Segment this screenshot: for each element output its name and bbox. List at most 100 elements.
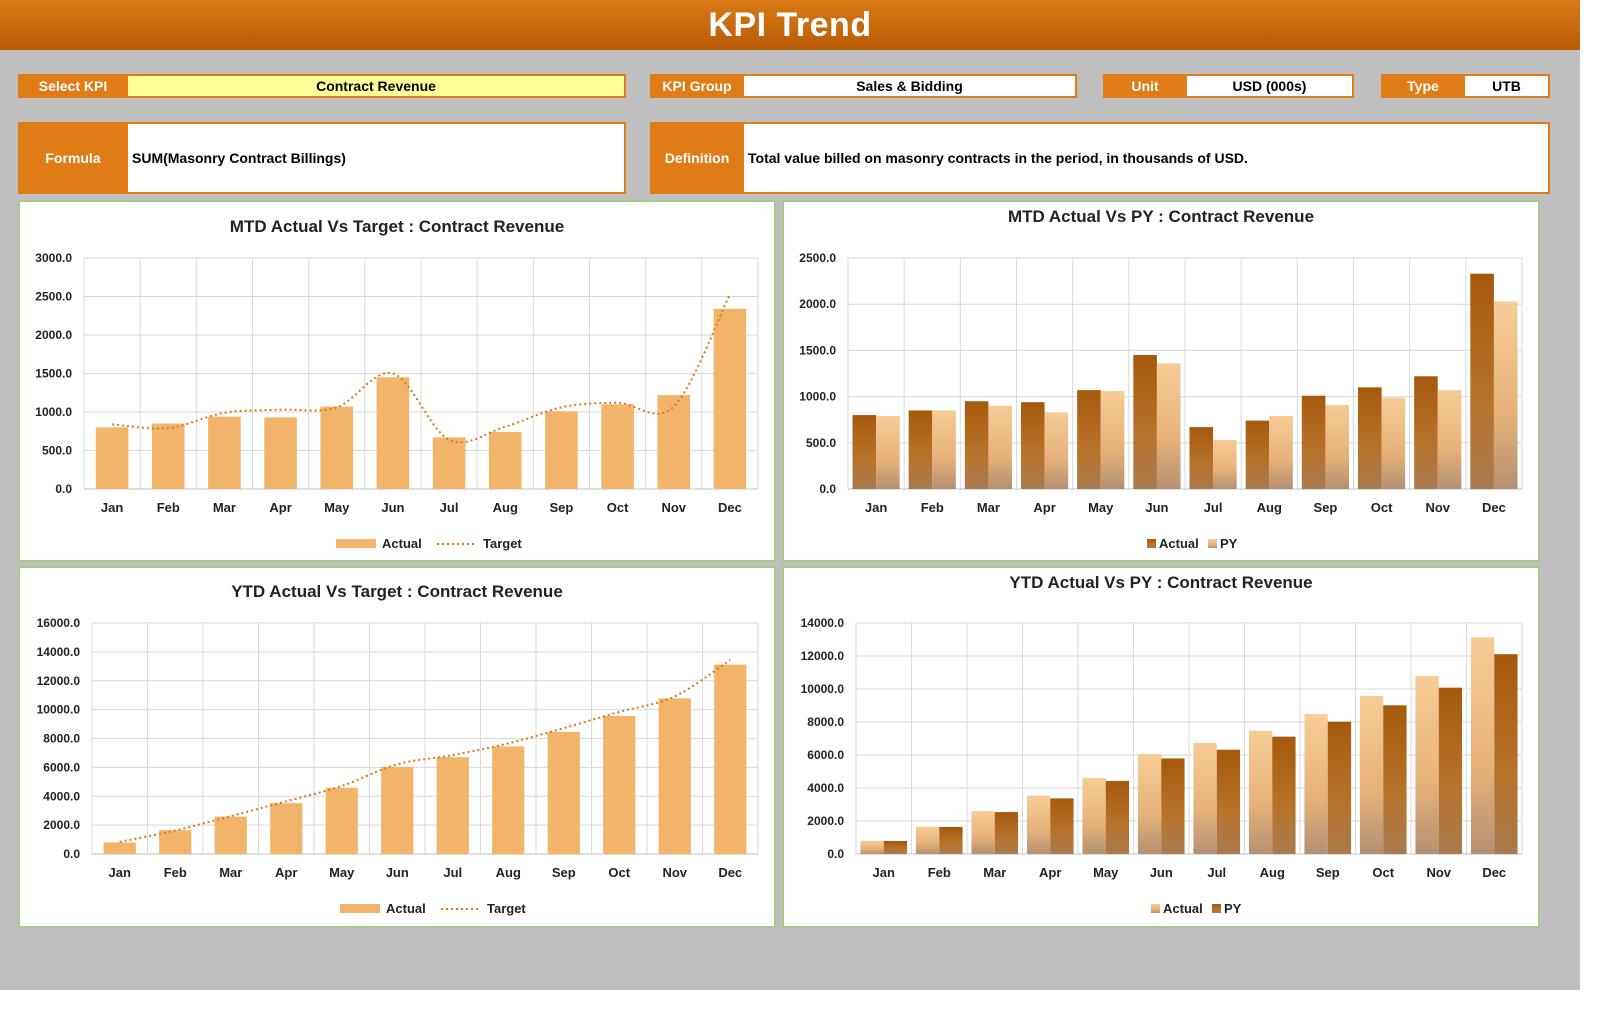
x-tick-label: Apr [275, 865, 297, 880]
mtd-actual-vs-target-chart: MTD Actual Vs Target : Contract Revenue … [18, 200, 776, 562]
chart-plot-area: 0.0 2000.0 4000.0 6000.0 8000.0 10000.0 12000.… [37, 616, 759, 916]
dashboard-canvas: KPI Trend Select KPI Contract Revenue KP… [0, 0, 1580, 990]
x-tick-label: Mar [983, 865, 1006, 880]
bar-actual [103, 842, 136, 854]
x-tick-label: Mar [219, 865, 242, 880]
bar-py [1161, 758, 1185, 854]
bar-py [1216, 749, 1241, 854]
bar-actual [1026, 795, 1051, 854]
bar-py [1438, 687, 1463, 854]
page-title: KPI Trend [0, 0, 1580, 50]
legend-label-target: Target [483, 536, 522, 551]
bar-actual [547, 731, 580, 854]
chart-plot-area: 0.0 500.0 1000.0 1500.0 2000.0 2500.0 Jan Feb Ma… [799, 251, 1523, 551]
y-tick-label: 2000.0 [799, 297, 836, 311]
unit-value: USD (000s) [1187, 74, 1354, 98]
x-tick-label: Jul [440, 500, 459, 515]
bar-py [1437, 390, 1462, 489]
bar-actual [214, 816, 247, 854]
target-line [119, 659, 731, 843]
unit-label: Unit [1103, 74, 1187, 98]
x-tick-label: Dec [1482, 500, 1506, 515]
y-tick-label: 3000.0 [35, 251, 72, 265]
bar-actual [964, 401, 989, 489]
bar-py [1383, 705, 1407, 854]
definition-label: Definition [650, 122, 744, 194]
x-tick-label: Oct [1371, 500, 1393, 515]
bar-actual [1248, 730, 1273, 854]
legend-swatch-actual [1147, 539, 1156, 548]
chart-title: MTD Actual Vs PY : Contract Revenue [1007, 207, 1315, 226]
x-tick-label: Dec [1482, 865, 1506, 880]
bar-actual [1359, 695, 1384, 854]
y-tick-label: 10000.0 [801, 682, 845, 696]
y-tick-label: 1500.0 [35, 367, 72, 381]
bar-py [883, 840, 908, 854]
bar-actual [1082, 777, 1106, 854]
bar-actual [95, 427, 129, 489]
y-tick-label: 2500.0 [35, 290, 72, 304]
ytd-actual-vs-py-chart: YTD Actual Vs PY : Contract Revenue 0.0 2… [782, 566, 1540, 928]
y-tick-label: 12000.0 [801, 649, 845, 663]
bar-py [1272, 736, 1296, 854]
bar-py [1327, 721, 1352, 854]
bar-py [1269, 416, 1293, 489]
bar-actual [1304, 714, 1328, 854]
type-value: UTB [1465, 74, 1550, 98]
legend-label-py: PY [1224, 901, 1242, 916]
y-tick-label: 4000.0 [43, 789, 80, 803]
legend-swatch-actual [1151, 904, 1160, 913]
select-kpi-label: Select KPI [18, 74, 128, 98]
bar-py [876, 416, 900, 489]
x-tick-label: Nov [1426, 865, 1451, 880]
x-tick-label: Jul [1207, 865, 1226, 880]
bar-actual [860, 840, 884, 854]
kpi-group-label: KPI Group [650, 74, 744, 98]
bar-py [1494, 654, 1518, 854]
bar-py [1050, 798, 1074, 854]
x-tick-label: Sep [552, 865, 576, 880]
bar-actual [908, 410, 933, 489]
bar-actual [1077, 390, 1101, 489]
x-tick-label: Apr [1033, 500, 1055, 515]
x-tick-label: Jul [443, 865, 462, 880]
bar-py [932, 410, 956, 489]
bar-actual [159, 830, 192, 854]
y-tick-label: 0.0 [819, 482, 836, 496]
x-tick-label: Sep [549, 500, 573, 515]
bar-actual [545, 411, 578, 489]
y-tick-label: 4000.0 [807, 781, 844, 795]
x-tick-label: Sep [1316, 865, 1340, 880]
bar-actual [603, 715, 636, 854]
x-tick-label: Jan [873, 865, 895, 880]
x-tick-label: Feb [157, 500, 180, 515]
bar-actual [971, 811, 995, 854]
x-tick-label: Mar [213, 500, 236, 515]
x-tick-label: May [1088, 500, 1114, 515]
x-tick-label: Jun [381, 500, 404, 515]
x-tick-label: Apr [269, 500, 291, 515]
formula-value: SUM(Masonry Contract Billings) [128, 122, 626, 194]
legend-label-actual: Actual [382, 536, 422, 551]
legend-label-py: PY [1220, 536, 1238, 551]
bar-actual [381, 766, 414, 854]
bar-py [1044, 412, 1069, 489]
bar-actual [915, 826, 940, 854]
bar-py [1100, 391, 1125, 489]
bar-actual [1301, 395, 1326, 489]
x-tick-label: Oct [608, 865, 630, 880]
select-kpi-dropdown[interactable]: Contract Revenue [128, 74, 626, 98]
chart-plot-area: 0.0 2000.0 4000.0 6000.0 8000.0 10000.0 12000.… [801, 616, 1523, 916]
y-tick-label: 10000.0 [37, 703, 81, 717]
y-tick-label: 500.0 [42, 444, 72, 458]
y-tick-label: 8000.0 [43, 732, 80, 746]
x-tick-label: Mar [977, 500, 1000, 515]
y-tick-label: 1000.0 [35, 405, 72, 419]
bar-py [1213, 440, 1237, 489]
x-tick-label: Aug [1260, 865, 1285, 880]
bar-actual [1357, 387, 1382, 489]
x-tick-label: Jun [1145, 500, 1168, 515]
x-tick-label: Jan [101, 500, 123, 515]
bar-actual [713, 308, 747, 489]
chart-plot-area: 0.0 500.0 1000.0 1500.0 2000.0 2500.0 3000.0 Ja… [35, 251, 759, 551]
